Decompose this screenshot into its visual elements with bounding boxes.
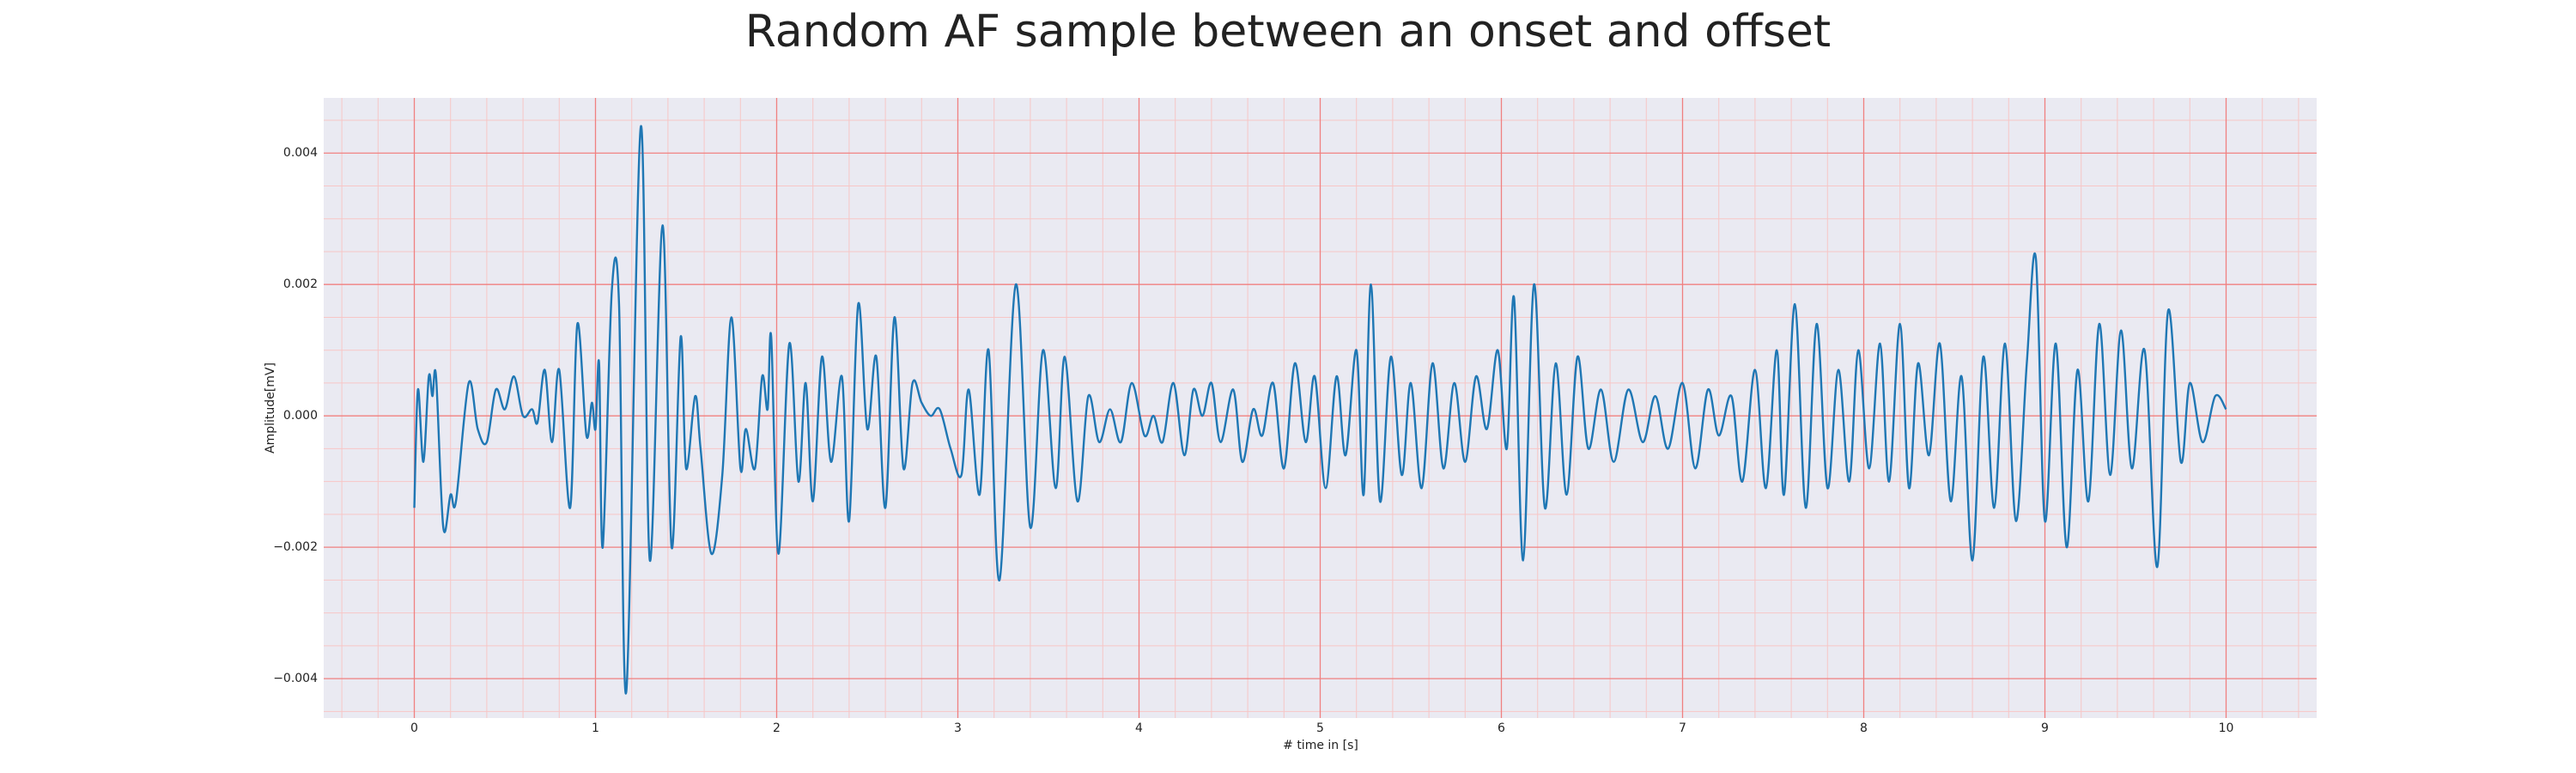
x-tick-label: 2	[773, 721, 781, 735]
x-tick-label: 1	[592, 721, 599, 735]
x-tick-label: 10	[2219, 721, 2234, 735]
x-tick-label: 8	[1860, 721, 1868, 735]
x-tick-label: 3	[954, 721, 962, 735]
x-tick-label: 5	[1316, 721, 1324, 735]
x-tick-label: 7	[1679, 721, 1686, 735]
x-tick-label: 6	[1498, 721, 1505, 735]
y-tick-label: 0.004	[283, 146, 318, 160]
signal-line	[413, 125, 2227, 695]
y-tick-label: 0.002	[283, 277, 318, 291]
x-tick-label: 4	[1135, 721, 1143, 735]
y-axis-label: Amplitude[mV]	[264, 362, 277, 453]
x-tick-label: 9	[2041, 721, 2049, 735]
x-axis-label: # time in [s]	[1283, 739, 1358, 752]
x-tick-label: 0	[410, 721, 418, 735]
chart-title: Random AF sample between an onset and of…	[745, 6, 1831, 58]
y-tick-label: −0.004	[273, 672, 318, 685]
y-tick-label: 0.000	[283, 409, 318, 423]
y-tick-label: −0.002	[273, 540, 318, 554]
